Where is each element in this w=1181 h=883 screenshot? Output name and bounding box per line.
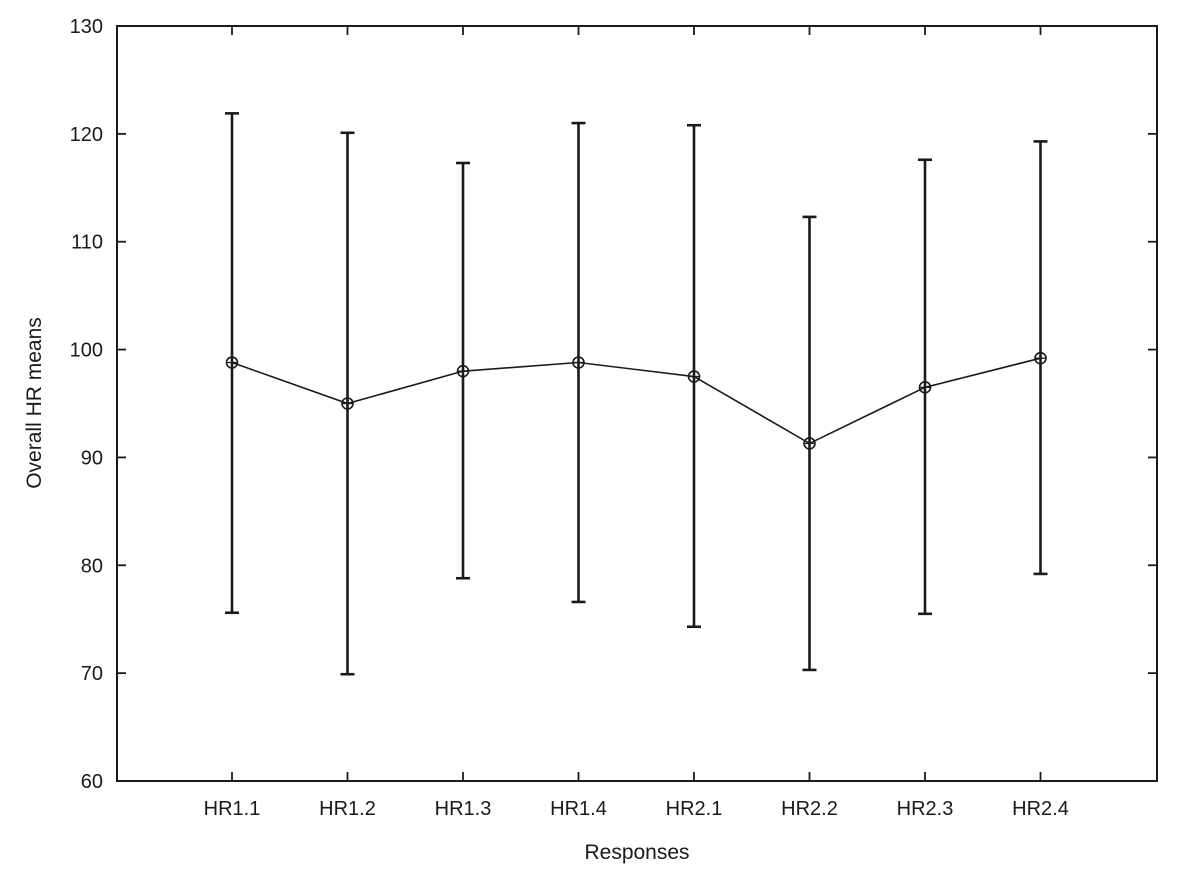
error-bars [225,112,1048,676]
y-tick-label: 130 [70,16,103,38]
x-tick-label: HR1.2 [319,798,376,820]
x-axis-ticks: HR1.1 HR1.2 HR1.3 HR1.4 HR2.1 HR2.2 HR2.3 HR2.4 [204,26,1069,820]
data-point [341,397,354,410]
x-tick-label: HR1.4 [550,798,607,820]
y-axis-title: Overall HR means [23,317,46,489]
y-tick-label: 90 [81,447,103,469]
x-tick-label: HR2.1 [666,798,723,820]
plot-frame [116,25,1158,782]
y-tick-label: 100 [70,340,103,362]
y-tick-label: 110 [71,232,103,254]
y-tick-label: 70 [81,663,103,685]
series-markers [225,351,1047,450]
x-axis-title: Responses [584,841,689,864]
y-tick-label: 60 [81,771,103,793]
data-point [1034,351,1047,365]
x-tick-label: HR1.3 [435,798,492,820]
data-point [803,437,816,450]
x-tick-label: HR1.1 [204,798,261,820]
x-tick-label: HR2.2 [781,798,838,820]
data-point [456,364,470,378]
data-point [687,370,701,383]
x-tick-label: HR2.4 [1012,798,1069,820]
x-tick-label: HR2.3 [897,798,954,820]
y-axis-ticks: 60 70 80 90 100 110 120 130 [70,16,1157,793]
y-tick-label: 80 [81,555,103,577]
data-point [572,356,585,369]
y-tick-label: 120 [70,124,103,146]
data-point [225,356,239,369]
data-point [918,381,932,394]
series-line [231,357,1041,445]
